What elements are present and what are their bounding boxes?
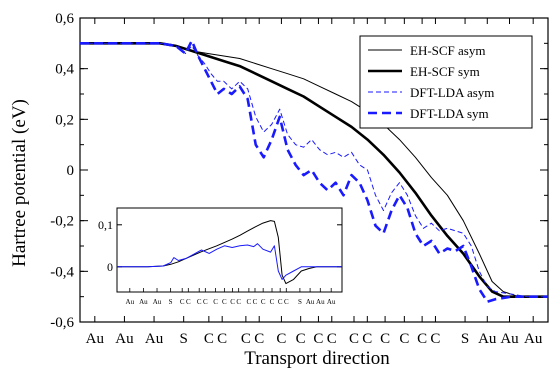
inset-x-tick-label: C xyxy=(230,298,235,306)
x-tick-label: Au xyxy=(145,331,164,347)
inset-x-tick-label: C xyxy=(180,298,185,306)
inset-x-tick-label: C xyxy=(236,298,241,306)
inset-x-tick-label: C xyxy=(203,298,208,306)
y-axis-label: Hartree potential (eV) xyxy=(9,99,30,267)
x-tick-label: C xyxy=(430,331,440,347)
legend-label: DFT-LDA sym xyxy=(410,106,489,121)
x-tick-label: C xyxy=(417,331,427,347)
x-tick-label: C xyxy=(204,331,214,347)
series-line xyxy=(80,39,548,303)
inset-y-tick-label: 0,1 xyxy=(98,218,113,232)
inset-x-tick-label: S xyxy=(169,298,173,306)
x-tick-label: Au xyxy=(86,331,105,347)
y-tick-label: 0,4 xyxy=(55,62,74,78)
y-tick-label: 0,2 xyxy=(55,112,74,128)
legend-label: EH-SCF sym xyxy=(410,64,480,79)
x-tick-label: C xyxy=(276,331,286,347)
y-tick-label: -0,2 xyxy=(50,214,74,230)
inset-series-line xyxy=(117,220,342,285)
inset-x-tick-label: Au xyxy=(306,298,315,306)
inset-x-tick-label: Au xyxy=(126,298,135,306)
inset-x-tick-label: C xyxy=(186,298,191,306)
x-tick-label: C xyxy=(399,331,409,347)
x-tick-label: C xyxy=(349,331,359,347)
inset-x-tick-label: C xyxy=(270,298,275,306)
inset-y-tick-label: 0 xyxy=(107,260,113,274)
inset-x-tick-label: C xyxy=(247,298,252,306)
inset-x-tick-label: C xyxy=(261,298,266,306)
x-tick-label: C xyxy=(380,331,390,347)
x-tick-label: C xyxy=(241,331,251,347)
inset-x-tick-label: C xyxy=(278,298,283,306)
x-tick-label: C xyxy=(313,331,323,347)
inset-x-tick-label: C xyxy=(197,298,202,306)
x-tick-label: Au xyxy=(115,331,134,347)
inset-x-tick-label: C xyxy=(213,298,218,306)
x-tick-label: Au xyxy=(500,331,519,347)
inset-x-tick-label: C xyxy=(222,298,227,306)
inset-series-line xyxy=(117,243,342,280)
x-tick-label: S xyxy=(461,331,469,347)
x-tick-label: S xyxy=(179,331,187,347)
x-tick-label: Au xyxy=(478,331,497,347)
x-axis-label: Transport direction xyxy=(244,348,390,368)
x-tick-label: C xyxy=(254,331,264,347)
legend-label: DFT-LDA asym xyxy=(410,85,494,100)
x-tick-label: Au xyxy=(524,331,543,347)
inset-x-tick-label: S xyxy=(298,298,302,306)
x-tick-label: C xyxy=(327,331,337,347)
x-tick-label: C xyxy=(362,331,372,347)
inset-x-tick-label: Au xyxy=(153,298,162,306)
y-tick-label: 0 xyxy=(67,163,75,179)
y-tick-label: -0,4 xyxy=(50,264,74,280)
x-tick-label: C xyxy=(217,331,227,347)
y-tick-label: 0,6 xyxy=(55,11,74,27)
inset-frame xyxy=(116,207,343,293)
inset-plot-area: 00,1Au Au Au S C C C C C C C C C C C C C C S Au Au Au xyxy=(98,207,343,306)
series-line xyxy=(80,42,548,298)
inset-x-tick-label: Au xyxy=(316,298,325,306)
inset-x-tick-label: C xyxy=(253,298,258,306)
inset-x-tick-label: Au xyxy=(327,298,336,306)
main-plot-area: -0,6-0,4-0,200,20,40,6Au Au Au S C C C C C C C C C C C… xyxy=(50,11,549,347)
x-tick-label: C xyxy=(296,331,306,347)
inset-x-tick-label: C xyxy=(284,298,289,306)
inset-x-tick-label: Au xyxy=(139,298,148,306)
series-line xyxy=(80,42,548,298)
y-tick-label: -0,6 xyxy=(50,315,74,331)
legend-label: EH-SCF asym xyxy=(410,43,485,58)
